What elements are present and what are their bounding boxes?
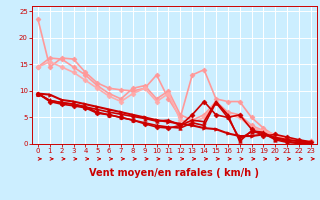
X-axis label: Vent moyen/en rafales ( km/h ): Vent moyen/en rafales ( km/h ) (89, 168, 260, 178)
